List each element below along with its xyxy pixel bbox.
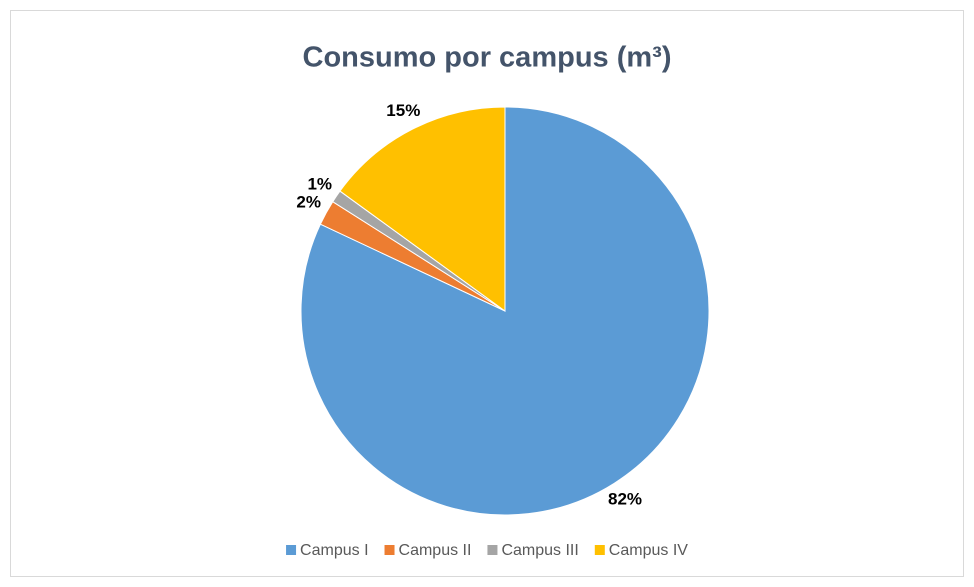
data-label: 1% [307,175,332,194]
legend-label: Campus III [501,542,578,559]
legend-swatch [487,545,498,555]
data-label: 82% [608,490,642,509]
legend-swatch [594,545,605,555]
legend-label: Campus II [399,542,472,559]
legend-swatch [286,545,297,555]
data-label: 15% [386,101,420,120]
legend-label: Campus IV [609,542,688,559]
chart-title: Consumo por campus (m³) [303,42,672,74]
data-label: 2% [296,193,321,212]
pie-slice [339,106,506,312]
legend-swatch [384,545,395,555]
legend-label: Campus I [300,542,368,559]
